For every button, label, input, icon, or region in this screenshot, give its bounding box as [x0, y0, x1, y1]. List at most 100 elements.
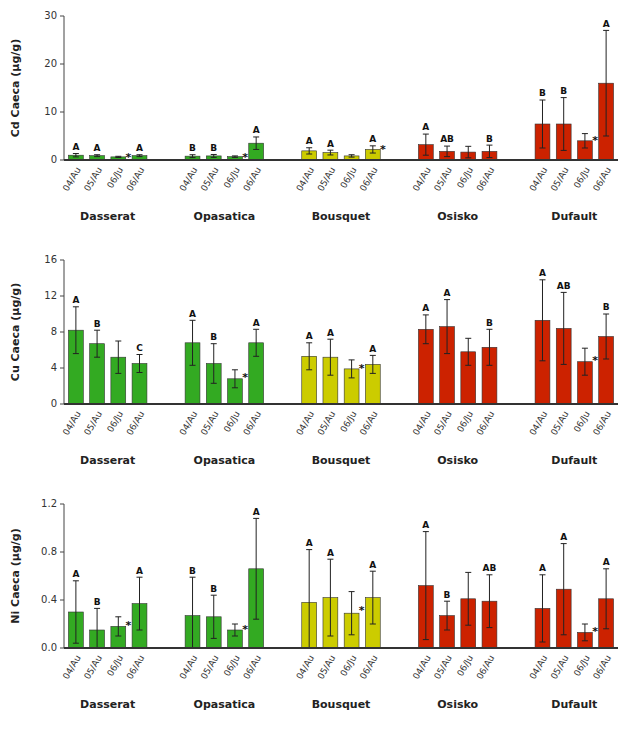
- group-label: Bousquet: [312, 698, 371, 711]
- error-cap: [603, 568, 609, 569]
- significance-letter: A: [422, 303, 429, 313]
- error-bar: [349, 360, 355, 378]
- error-bar: [465, 572, 471, 625]
- significance-letter: A: [72, 295, 79, 305]
- error-line: [118, 341, 119, 373]
- y-tick: [60, 404, 64, 405]
- error-cap: [561, 634, 567, 635]
- error-line: [584, 624, 585, 641]
- error-line: [330, 150, 331, 155]
- error-line: [563, 98, 564, 151]
- error-line: [542, 575, 543, 642]
- significance-letter: B: [444, 590, 451, 600]
- x-tick-label: 05/Au: [199, 165, 221, 193]
- significance-letter: A: [369, 560, 376, 570]
- error-bar: [561, 292, 567, 364]
- group-label: Dufault: [551, 698, 597, 711]
- error-cap: [486, 574, 492, 575]
- error-line: [213, 595, 214, 638]
- error-bar: [539, 575, 545, 642]
- error-cap: [211, 154, 217, 155]
- x-tick-label: 06/Ju: [338, 165, 358, 190]
- significance-letter: B: [94, 319, 101, 329]
- star: *: [359, 362, 365, 375]
- error-bar: [465, 146, 471, 158]
- error-line: [447, 601, 448, 630]
- error-line: [256, 329, 257, 356]
- error-bar: [444, 300, 450, 354]
- significance-letter: B: [560, 86, 567, 96]
- error-cap: [94, 608, 100, 609]
- y-tick: [60, 112, 64, 113]
- error-bar: [327, 559, 333, 636]
- error-line: [139, 355, 140, 373]
- error-line: [330, 559, 331, 636]
- annotations: AA*ABB*AAAA*AABBBB*A: [72, 19, 609, 164]
- error-cap: [582, 640, 588, 641]
- error-line: [330, 339, 331, 375]
- x-tick-label: 05/Au: [315, 165, 337, 193]
- error-line: [256, 137, 257, 149]
- group-label: Osisko: [437, 454, 478, 467]
- y-axis-label: Cu Caeca (μg/g): [9, 283, 22, 381]
- error-bar: [73, 307, 79, 354]
- error-cap: [444, 299, 450, 300]
- error-cap: [603, 30, 609, 31]
- error-bar: [94, 608, 100, 648]
- significance-letter: A: [369, 344, 376, 354]
- error-bar: [486, 329, 492, 365]
- y-tick: [60, 600, 64, 601]
- x-axis-line: [64, 647, 618, 649]
- significance-letter: A: [444, 288, 451, 298]
- x-tick-label: 06/Au: [591, 409, 613, 437]
- x-tick-label: 05/Au: [432, 165, 454, 193]
- significance-letter: AB: [483, 563, 497, 573]
- panel: 0481216Cu Caeca (μg/g)ABCAB*AAA*AAABAAB*…: [9, 254, 618, 467]
- x-tick-label: 06/Ju: [222, 409, 242, 434]
- error-cap: [253, 136, 259, 137]
- error-line: [468, 338, 469, 365]
- error-bar: [73, 154, 79, 157]
- error-cap: [444, 146, 450, 147]
- x-tick-label: 06/Au: [591, 165, 613, 193]
- x-tick-label: 06/Au: [358, 653, 380, 681]
- y-tick-label: 16: [44, 254, 57, 265]
- error-bar: [94, 155, 100, 157]
- error-line: [563, 292, 564, 364]
- x-tick-label: 04/Au: [411, 653, 433, 681]
- error-cap: [115, 616, 121, 617]
- error-line: [351, 592, 352, 635]
- error-bar: [190, 155, 196, 158]
- significance-letter: A: [306, 136, 313, 146]
- error-cap: [582, 148, 588, 149]
- error-line: [489, 329, 490, 365]
- error-cap: [211, 595, 217, 596]
- x-tick-label: 05/Au: [549, 409, 571, 437]
- error-line: [584, 134, 585, 148]
- significance-letter: B: [210, 332, 217, 342]
- star: *: [592, 354, 598, 367]
- error-line: [139, 577, 140, 630]
- error-cap: [561, 292, 567, 293]
- error-bar: [582, 134, 588, 148]
- error-line: [372, 355, 373, 373]
- group-label: Dasserat: [80, 698, 135, 711]
- significance-letter: A: [539, 563, 546, 573]
- chart: 0102030Cd Caeca (μg/g)AA*ABB*AAAA*AABBBB…: [0, 0, 630, 732]
- error-cap: [137, 154, 143, 155]
- error-cap: [603, 359, 609, 360]
- annotations: AB*ABB*AAA*AABABAA*A: [72, 507, 609, 638]
- error-cap: [211, 343, 217, 344]
- error-cap: [115, 157, 121, 158]
- y-axis-line: [64, 16, 65, 160]
- significance-letter: A: [136, 566, 143, 576]
- error-cap: [306, 342, 312, 343]
- error-cap: [539, 100, 545, 101]
- y-tick: [60, 16, 64, 17]
- error-cap: [370, 571, 376, 572]
- y-tick: [60, 260, 64, 261]
- x-tick-label: 04/Au: [178, 653, 200, 681]
- x-tick-label: 04/Au: [411, 165, 433, 193]
- y-tick: [60, 160, 64, 161]
- error-cap: [465, 625, 471, 626]
